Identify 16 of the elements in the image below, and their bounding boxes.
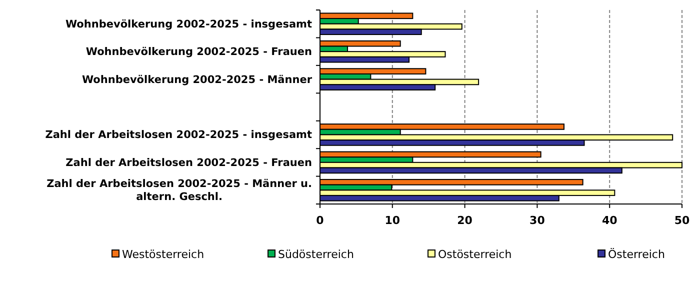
legend-label: Westösterreich (122, 248, 204, 261)
x-tick-label: 20 (457, 214, 473, 228)
x-tick-label: 50 (674, 214, 690, 228)
legend-label: Österreich (608, 247, 665, 261)
y-tick-label: Zahl der Arbeitslosen 2002-2025 - Frauen (66, 156, 312, 169)
x-tick-label: 10 (384, 214, 400, 228)
y-tick-label: Zahl der Arbeitslosen 2002-2025 - insgesamt (45, 129, 312, 142)
x-tick-label: 30 (530, 214, 546, 228)
y-tick-label: Wohnbevölkerung 2002-2025 - Frauen (86, 46, 312, 58)
legend-label: Südösterreich (278, 248, 354, 261)
y-tick-label: Zahl der Arbeitslosen 2002-2025 - Männer u. altern. Geschl. (46, 178, 312, 204)
y-tick-label: Wohnbevölkerung 2002-2025 - Männer (82, 74, 313, 86)
x-tick-label: 40 (602, 214, 618, 228)
x-tick-label: 0 (316, 214, 324, 228)
y-tick-label: Wohnbevölkerung 2002-2025 - insgesamt (65, 18, 312, 30)
legend-label: Ostösterreich (438, 248, 512, 261)
